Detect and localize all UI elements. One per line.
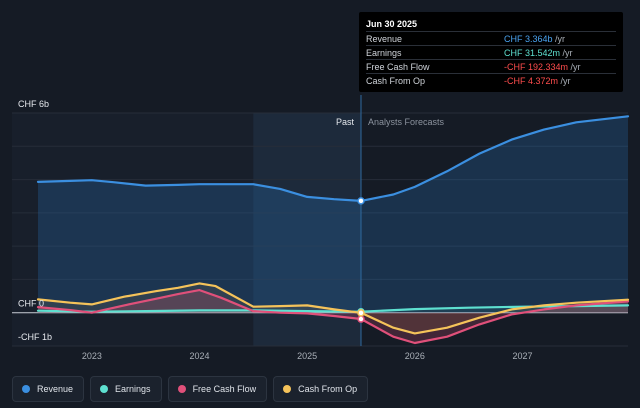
legend-item-free-cash-flow[interactable]: Free Cash Flow	[167, 376, 268, 402]
line-cash-from-op	[36, 282, 630, 335]
legend-label: Cash From Op	[298, 384, 358, 394]
legend-label: Revenue	[37, 384, 74, 394]
tooltip-row-label: Earnings	[366, 48, 402, 58]
legend-item-cash-from-op[interactable]: Cash From Op	[273, 376, 369, 402]
past-label: Past	[336, 117, 355, 127]
tooltip-value-number: -CHF 192.334m	[504, 62, 569, 72]
tooltip-row-value: -CHF 192.334m /yr	[504, 62, 581, 72]
tooltip-row-label: Free Cash Flow	[366, 62, 430, 72]
legend-dot-icon	[283, 385, 292, 393]
tooltip-value-unit: /yr	[560, 48, 573, 58]
tooltip-row: Free Cash Flow -CHF 192.334m /yr	[366, 59, 616, 73]
legend: Revenue Earnings Free Cash Flow Cash From O…	[12, 376, 369, 402]
x-tick-label: 2023	[82, 351, 102, 361]
tooltip-row: Revenue CHF 3.364b /yr	[366, 31, 616, 45]
tooltip-row: Cash From Op -CHF 4.372m /yr	[366, 73, 616, 87]
tooltip: Jun 30 2025 Revenue CHF 3.364b /yr Earning…	[359, 12, 623, 92]
legend-dot-icon	[177, 385, 186, 393]
line-free-cash-flow	[36, 289, 630, 345]
tooltip-value-number: CHF 31.542m	[504, 48, 561, 58]
legend-item-revenue[interactable]: Revenue	[12, 376, 85, 402]
tooltip-value-number: CHF 3.364b	[504, 34, 553, 44]
forecast-label: Analysts Forecasts	[368, 117, 445, 127]
tooltip-value-unit: /yr	[568, 62, 581, 72]
line-revenue	[36, 115, 630, 202]
legend-label: Earnings	[115, 384, 151, 394]
tooltip-row-value: CHF 31.542m /yr	[504, 48, 573, 58]
area-revenue	[38, 116, 628, 313]
marker-revenue	[357, 197, 365, 205]
tooltip-value-number: -CHF 4.372m	[504, 76, 559, 86]
tooltip-date: Jun 30 2025	[366, 19, 418, 29]
y-axis-label: CHF 6b	[18, 99, 49, 109]
axis-labels: CHF 6b CHF 0 -CHF 1b 2023 2024 2025 2026 2027	[18, 99, 533, 361]
tooltip-row-label: Cash From Op	[366, 76, 426, 86]
tooltip-row-label: Revenue	[366, 34, 403, 44]
y-axis-label: -CHF 1b	[18, 332, 52, 342]
legend-label: Free Cash Flow	[192, 384, 257, 394]
marker-free-cash-flow	[357, 315, 365, 323]
tooltip-value-unit: /yr	[558, 76, 571, 86]
legend-dot-icon	[22, 385, 30, 393]
x-tick-label: 2025	[297, 351, 317, 361]
tooltip-row-value: CHF 3.364b /yr	[504, 34, 565, 44]
x-tick-label: 2026	[405, 351, 425, 361]
series-lines	[36, 115, 630, 345]
x-tick-label: 2027	[512, 351, 532, 361]
tooltip-row-value: -CHF 4.372m /yr	[504, 76, 571, 86]
legend-item-earnings[interactable]: Earnings	[90, 376, 162, 402]
y-axis-label: CHF 0	[18, 299, 44, 309]
tooltip-row: Earnings CHF 31.542m /yr	[366, 45, 616, 59]
gridlines	[12, 112, 628, 347]
series-markers	[357, 197, 365, 323]
area-cash-from-op	[38, 283, 628, 334]
marker-cash-from-op	[357, 309, 365, 317]
area-free-cash-flow	[38, 290, 628, 343]
tooltip-value-unit: /yr	[552, 34, 566, 44]
x-tick-label: 2024	[189, 351, 209, 361]
legend-dot-icon	[100, 385, 109, 393]
